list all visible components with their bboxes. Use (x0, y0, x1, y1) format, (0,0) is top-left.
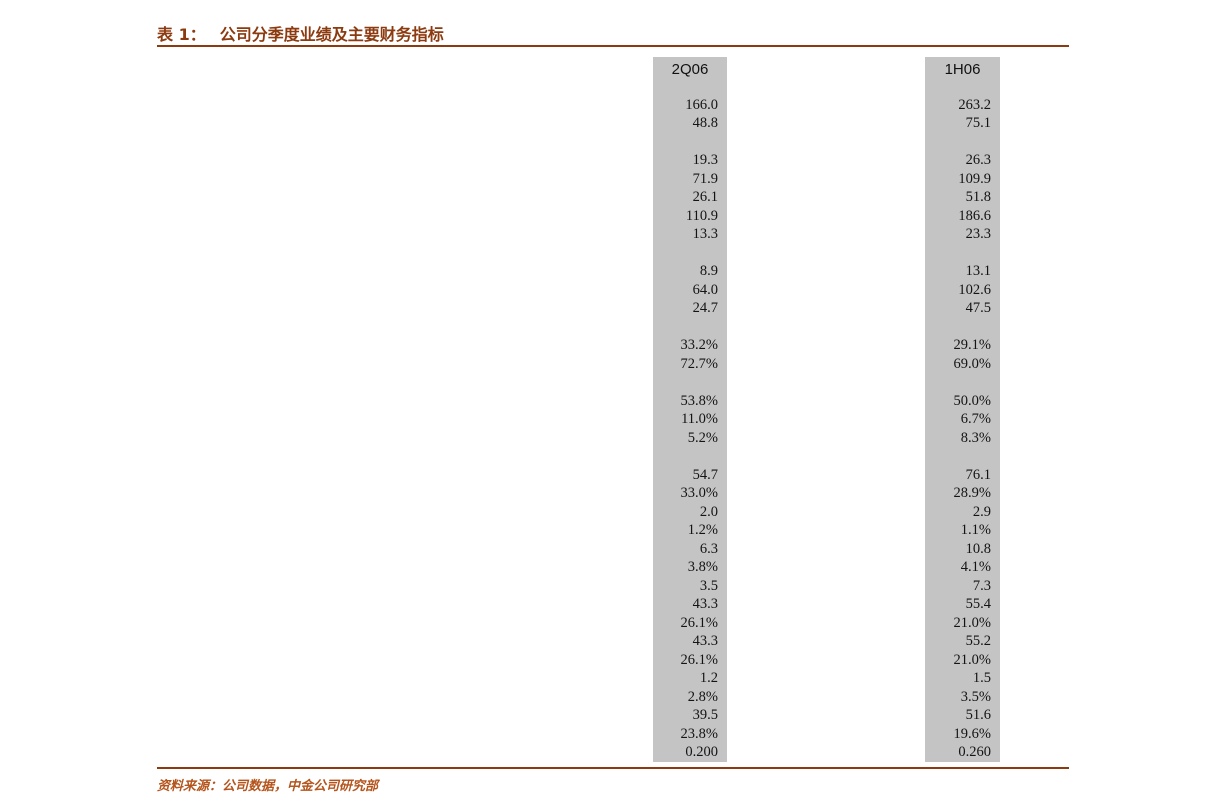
table-cell: 19.6% (953, 725, 991, 742)
table-cell: 3.5 (699, 577, 718, 594)
footer-divider (157, 767, 1069, 769)
table-cell: 3.8% (687, 559, 718, 575)
source-label: 资料来源： (157, 779, 223, 794)
table-cell: 50.0% (953, 392, 991, 409)
column-values-1h06: 263.2 75.1 26.3 109.9 51.8 186.6 23.3 13.1 102.6… (925, 77, 1000, 762)
table-cell: 11.0% (681, 411, 718, 427)
table-cell-blank (925, 318, 1000, 337)
table-cell: 43.3 (692, 596, 718, 612)
table-cell: 0.200 (685, 744, 718, 760)
table-cell: 21.0% (953, 614, 991, 631)
table-cell: 3.5% (960, 688, 991, 705)
table-cell: 26.1% (680, 614, 718, 631)
table-cell: 64.0 (692, 281, 718, 298)
table-cell: 29.1% (953, 337, 991, 353)
table-cell: 13.3 (692, 226, 718, 242)
table-cell: 28.9% (953, 485, 991, 501)
table-cell: 1.2% (687, 522, 718, 538)
table-cell: 26.1 (692, 189, 718, 205)
table-cell: 166.0 (685, 96, 718, 113)
table-cell: 4.1% (960, 559, 991, 575)
table-cell: 6.7% (960, 411, 991, 427)
table-cell: 8.9 (699, 263, 718, 279)
table-number-label: 表 1： (157, 25, 206, 44)
table-cell: 21.0% (953, 651, 991, 668)
table-cell: 8.3% (960, 429, 991, 446)
table-cell-blank (925, 373, 1000, 392)
table-cell: 23.8% (680, 725, 718, 742)
table-cell: 13.1 (965, 263, 991, 279)
table-cell: 53.8% (680, 392, 718, 409)
table-cell-blank (925, 77, 1000, 96)
table-title-text: 公司分季度业绩及主要财务指标 (219, 25, 444, 44)
table-cell: 186.6 (958, 207, 991, 224)
table-cell: 48.8 (692, 115, 718, 131)
table-cell: 0.260 (958, 744, 991, 760)
table-cell: 55.4 (965, 596, 991, 612)
table-cell-blank (653, 318, 727, 337)
table-cell: 109.9 (958, 170, 991, 187)
column-header-1h06: 1H06 (944, 61, 981, 78)
table-cell: 1.5 (972, 670, 991, 686)
table-cell: 51.8 (965, 189, 991, 205)
table-cell-blank (653, 373, 727, 392)
table-cell: 1.1% (960, 522, 991, 538)
table-cell: 69.0% (953, 355, 991, 372)
table-cell-blank (925, 447, 1000, 466)
table-cell: 51.6 (965, 707, 991, 723)
table-cell: 2.0 (699, 503, 718, 520)
source-note: 资料来源：公司数据，中金公司研究部 (157, 775, 378, 794)
source-text: 公司数据，中金公司研究部 (222, 779, 379, 794)
table-cell: 33.2% (680, 337, 718, 353)
table-cell: 75.1 (965, 115, 991, 131)
table-column-2q06: 2Q06 166.0 48.8 19.3 71.9 26.1 110.9 13.3 8.9 64… (653, 57, 727, 762)
table-cell: 10.8 (965, 540, 991, 557)
table-cell: 76.1 (965, 466, 991, 483)
table-cell: 1.2 (699, 670, 718, 686)
table-cell: 6.3 (699, 540, 718, 557)
table-cell: 26.1% (680, 651, 718, 668)
table-cell: 263.2 (958, 96, 991, 113)
table-cell-blank (925, 133, 1000, 152)
table-cell: 47.5 (965, 300, 991, 316)
table-cell: 19.3 (692, 152, 718, 168)
column-header-2q06: 2Q06 (671, 61, 709, 78)
title-divider (157, 45, 1069, 47)
table-cell: 24.7 (692, 300, 718, 316)
table-cell: 23.3 (965, 226, 991, 242)
table-cell: 7.3 (972, 577, 991, 594)
table-cell: 43.3 (692, 633, 718, 649)
table-cell: 71.9 (692, 170, 718, 187)
table-cell: 55.2 (965, 633, 991, 649)
table-cell: 2.9 (972, 503, 991, 520)
table-title: 表 1： 公司分季度业绩及主要财务指标 (157, 26, 444, 44)
table-cell: 2.8% (687, 688, 718, 705)
table-cell: 39.5 (692, 707, 718, 723)
table-cell: 110.9 (685, 207, 718, 224)
table-cell-blank (653, 447, 727, 466)
table-cell: 5.2% (687, 429, 718, 446)
table-cell: 54.7 (692, 466, 718, 483)
table-cell: 26.3 (965, 152, 991, 168)
table-cell: 33.0% (680, 485, 718, 501)
column-values-2q06: 166.0 48.8 19.3 71.9 26.1 110.9 13.3 8.9 64.0 24.… (653, 77, 727, 762)
table-cell-blank (925, 244, 1000, 263)
table-cell-blank (653, 77, 727, 96)
table-column-1h06: 1H06 263.2 75.1 26.3 109.9 51.8 186.6 23.3 13.1… (925, 57, 1000, 762)
table-cell: 72.7% (680, 355, 718, 372)
table-cell: 102.6 (958, 281, 991, 298)
table-cell-blank (653, 244, 727, 263)
table-cell-blank (653, 133, 727, 152)
